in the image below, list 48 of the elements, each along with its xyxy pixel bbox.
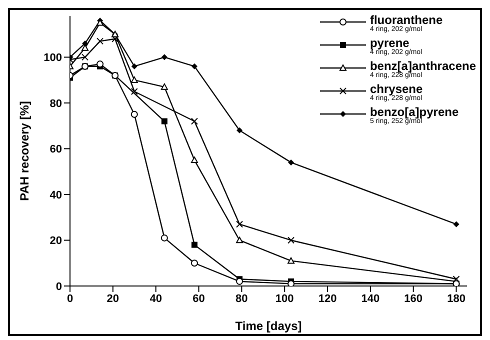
x-tick-label: 60 [192, 292, 205, 305]
point [130, 110, 138, 118]
x-tick-label: 140 [361, 292, 380, 305]
legend-label: pyrene [370, 36, 410, 50]
point [236, 278, 244, 285]
point [160, 234, 168, 242]
x-tick-label: 40 [150, 292, 162, 305]
x-tick-label: 100 [275, 292, 294, 305]
point [191, 63, 198, 70]
point [130, 76, 138, 83]
y-tick-label: 20 [50, 235, 62, 248]
point [190, 156, 198, 164]
y-tick-label: 100 [44, 52, 62, 64]
y-tick-label: 0 [56, 280, 62, 293]
legend-label: benzo[a]pyrene [370, 105, 459, 119]
point [236, 220, 244, 228]
y-tick-label: 80 [50, 98, 62, 110]
point [160, 83, 168, 90]
x-tick-label: 160 [404, 292, 423, 305]
point [161, 54, 168, 60]
point [288, 257, 295, 264]
x-axis-title: Time [days] [235, 319, 302, 333]
point [82, 44, 89, 51]
point [96, 38, 104, 45]
legend-label: benz[a]anthracene [370, 59, 476, 73]
point [82, 54, 89, 61]
point [288, 236, 295, 244]
y-tick-label: 40 [50, 189, 62, 202]
legend-label: chrysene [370, 82, 423, 96]
y-tick-label: 60 [50, 144, 62, 156]
point [236, 127, 243, 134]
legend-label: fluoranthene [370, 13, 443, 27]
point [288, 159, 294, 166]
point [453, 221, 460, 228]
x-tick-label: 20 [106, 292, 120, 305]
point [130, 88, 138, 96]
point [236, 236, 244, 244]
point [190, 118, 198, 125]
point [131, 63, 138, 70]
point [191, 242, 198, 248]
point [161, 118, 168, 124]
point [190, 260, 198, 267]
x-tick-label: 80 [236, 292, 248, 305]
y-axis-title: PAH recovery [%] [17, 101, 32, 201]
x-tick-label: 0 [66, 292, 74, 305]
point [112, 35, 119, 42]
x-tick-label: 120 [318, 292, 337, 305]
x-tick-label: 180 [447, 292, 466, 305]
